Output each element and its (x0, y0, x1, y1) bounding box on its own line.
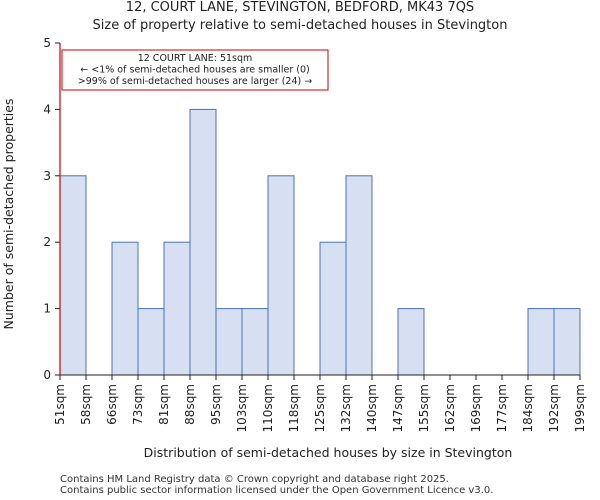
bar-125sqm (319, 241, 347, 376)
footer-line-1: Contains HM Land Registry data © Crown c… (60, 474, 449, 485)
x-tick-label: 132sqm (339, 384, 353, 432)
x-tick-label: 125sqm (313, 384, 327, 432)
x-tick-label: 88sqm (183, 384, 197, 425)
annotation-line-2: ← <1% of semi-detached houses are smalle… (80, 65, 309, 76)
x-tick-label: 95sqm (209, 384, 223, 425)
bar-66sqm (111, 241, 139, 376)
x-tick-label: 147sqm (391, 384, 405, 432)
x-tick-label: 66sqm (105, 384, 119, 425)
bar-51sqm (59, 175, 87, 376)
x-tick-label: 155sqm (417, 384, 431, 432)
bar-147sqm (397, 308, 425, 376)
x-axis: 51sqm 58sqm 66sqm 73sqm 81sqm 88sqm 95sqm 103sq… (53, 374, 587, 432)
y-tick-label: 1 (43, 302, 51, 316)
y-axis: 0 1 2 3 4 5 (43, 36, 61, 382)
y-axis-label: Number of semi-detached properties (1, 99, 16, 330)
bar-110sqm (267, 175, 295, 376)
bar-103sqm (241, 308, 269, 376)
annotation-box: 12 COURT LANE: 51sqm ← <1% of semi-detac… (61, 49, 329, 91)
x-tick-label: 184sqm (521, 384, 535, 432)
x-tick-label: 162sqm (443, 384, 457, 432)
bar-184sqm (527, 308, 555, 376)
bar-192sqm (553, 308, 581, 376)
x-tick-label: 177sqm (495, 384, 509, 432)
y-tick-label: 5 (43, 36, 51, 50)
x-tick-label: 118sqm (287, 384, 301, 432)
chart-subtitle: Size of property relative to semi-detach… (92, 18, 508, 33)
annotation-line-1: 12 COURT LANE: 51sqm (138, 53, 253, 64)
y-tick-label: 4 (43, 102, 51, 116)
x-tick-label: 58sqm (79, 384, 93, 425)
footer-line-2: Contains public sector information licen… (60, 485, 494, 496)
bar-132sqm (345, 175, 373, 376)
y-tick-label: 0 (43, 368, 51, 382)
y-tick-label: 2 (43, 235, 51, 249)
bars-group (59, 108, 581, 376)
bar-95sqm (215, 308, 243, 376)
x-tick-label: 81sqm (157, 384, 171, 425)
x-tick-label: 199sqm (573, 384, 587, 432)
bar-73sqm (137, 308, 165, 376)
x-tick-label: 110sqm (261, 384, 275, 432)
x-tick-label: 169sqm (469, 384, 483, 432)
x-tick-label: 140sqm (365, 384, 379, 432)
x-tick-label: 192sqm (547, 384, 561, 432)
x-tick-label: 103sqm (235, 384, 249, 432)
x-axis-label: Distribution of semi-detached houses by … (144, 445, 513, 460)
bar-81sqm (163, 241, 191, 376)
bar-88sqm (189, 108, 217, 376)
y-tick-label: 3 (43, 169, 51, 183)
annotation-frame (61, 49, 329, 91)
x-tick-label: 51sqm (53, 384, 67, 425)
annotation-line-3: >99% of semi-detached houses are larger … (78, 76, 312, 87)
chart-title: 12, COURT LANE, STEVINGTON, BEDFORD, MK4… (125, 0, 475, 15)
x-tick-label: 73sqm (131, 384, 145, 425)
